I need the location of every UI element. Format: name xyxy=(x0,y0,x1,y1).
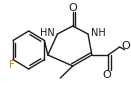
Text: NH: NH xyxy=(91,28,106,38)
Text: HN: HN xyxy=(40,28,54,38)
Text: O: O xyxy=(103,70,111,80)
Text: F: F xyxy=(9,59,15,69)
Text: O: O xyxy=(68,3,77,13)
Text: O: O xyxy=(122,41,130,51)
